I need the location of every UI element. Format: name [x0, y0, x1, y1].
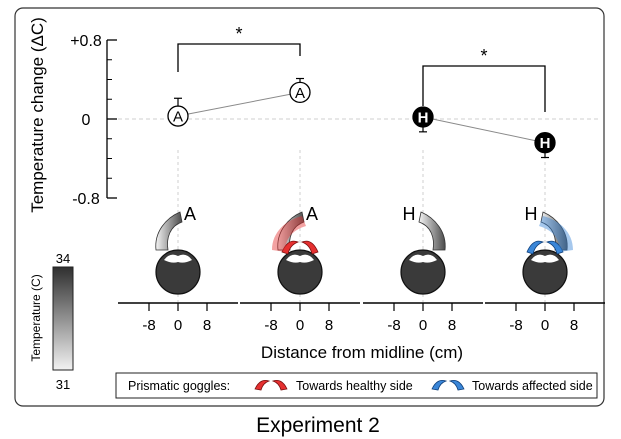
data-point-label: A [295, 85, 305, 102]
thermal-panel-3: H -8 0 8 [363, 204, 483, 334]
significance-marker: * [480, 46, 487, 66]
panel-x-tick-label: -8 [264, 317, 277, 334]
arm-thermal-map [418, 211, 446, 251]
legend-item-healthy: Towards healthy side [296, 379, 413, 393]
significance-bracket [422, 65, 546, 112]
head-highlight [409, 254, 437, 263]
data-point-label: A [173, 109, 183, 126]
head-highlight [531, 254, 559, 263]
series-H: HH [412, 106, 556, 159]
series-connector [422, 116, 546, 144]
data-point [534, 132, 556, 154]
affected-goggles-icon [431, 379, 465, 391]
legend-item-affected: Towards affected side [472, 379, 593, 393]
panel-x-tick-label: 0 [541, 317, 549, 334]
colorbar-min-label: 31 [56, 377, 70, 392]
panel-label: A [306, 204, 318, 224]
panel-label: H [403, 204, 416, 224]
figure-frame [14, 7, 605, 407]
significance-marker: * [235, 24, 242, 44]
panel-x-tick-label: 8 [203, 317, 211, 334]
head-highlight [286, 254, 314, 263]
panel-x-tick-label: 0 [174, 317, 182, 334]
series-A: AA [167, 77, 311, 127]
series-connector [177, 91, 301, 117]
x-axis-label: Distance from midline (cm) [261, 343, 463, 362]
y-axis: +0.8 0 -0.8 [70, 33, 117, 208]
panel-x-tick-label: 8 [325, 317, 333, 334]
thermal-panels: A -8 0 8 A -8 0 8 H -8 0 8 H -8 0 8 [118, 204, 605, 334]
goggles-legend: Prismatic goggles: Towards healthy side … [115, 372, 598, 399]
significance-brackets: ** [177, 24, 546, 112]
panel-x-tick-label: -8 [142, 317, 155, 334]
y-tick-label: 0 [82, 112, 91, 129]
healthy-goggles-icon [254, 379, 288, 391]
y-tick-label: +0.8 [70, 33, 102, 50]
goggle-lens-right [545, 240, 564, 255]
goggle-lens-right [300, 240, 319, 255]
thermal-panel-4: H -8 0 8 [485, 204, 605, 334]
y-axis-label: Temperature change (ΔC) [28, 17, 47, 213]
goggles-icon [272, 216, 319, 255]
goggle-lens-left [526, 240, 545, 255]
thermal-panel-2: A -8 0 8 [240, 204, 360, 334]
goggle-lens-left [281, 240, 300, 255]
data-point [289, 81, 311, 103]
data-point-label: H [540, 135, 551, 152]
panel-x-tick-label: -8 [387, 317, 400, 334]
panel-label: A [184, 204, 196, 224]
colorbar-title: Temperature (C) [29, 274, 43, 361]
data-point [412, 106, 434, 128]
significance-bracket [177, 43, 301, 72]
shifted-arm-overlay [539, 216, 573, 252]
colorbar-gradient [52, 266, 74, 371]
figure-caption: Experiment 2 [256, 414, 380, 437]
shifted-arm-overlay [272, 216, 306, 252]
goggles-icon [526, 216, 573, 255]
legend-box [115, 372, 598, 399]
legend-title: Prismatic goggles: [128, 379, 230, 393]
data-point [167, 105, 189, 127]
y-tick-label: -0.8 [72, 191, 100, 208]
head-highlight [164, 254, 192, 263]
thermal-panel-1: A -8 0 8 [118, 204, 238, 334]
data-point-label: H [418, 110, 429, 127]
arm-thermal-map [155, 211, 183, 251]
colorbar-max-label: 34 [56, 251, 70, 266]
panel-x-tick-label: -8 [509, 317, 522, 334]
colorbar: 34 31 Temperature (C) [29, 251, 74, 392]
panel-x-tick-label: 0 [296, 317, 304, 334]
panel-x-tick-label: 0 [419, 317, 427, 334]
panel-label: H [525, 204, 538, 224]
panel-x-tick-label: 8 [570, 317, 578, 334]
panel-x-tick-label: 8 [448, 317, 456, 334]
